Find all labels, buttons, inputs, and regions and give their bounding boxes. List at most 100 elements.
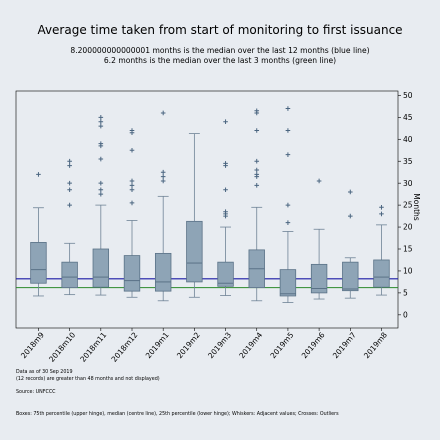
outlier-marker xyxy=(129,187,135,193)
x-tick-label: 2018m10 xyxy=(47,330,77,363)
outlier-marker xyxy=(160,110,166,116)
box-body xyxy=(279,269,297,297)
outlier-marker xyxy=(223,119,228,125)
y-tick-label: 5 xyxy=(403,288,408,297)
box-2019m2 xyxy=(186,133,203,298)
outlier-marker xyxy=(254,183,260,188)
box-body xyxy=(342,261,359,292)
box-body xyxy=(30,242,47,284)
box-body xyxy=(92,248,110,288)
box-body xyxy=(373,259,390,288)
outlier-marker xyxy=(347,213,353,219)
outlier-marker xyxy=(285,128,291,133)
box-body xyxy=(186,220,203,283)
box-body xyxy=(217,261,234,287)
note-data-date: Data as of 30 Sep 2019 xyxy=(16,369,73,375)
x-tick-label: 2019m4 xyxy=(237,330,264,360)
outlier-marker xyxy=(98,123,104,129)
outlier-marker xyxy=(67,163,72,168)
y-axis: 0 5 10 15 20 25 30 35 40 45 50 xyxy=(398,91,413,319)
outlier-marker xyxy=(316,178,322,184)
outlier-marker xyxy=(67,158,72,164)
y-tick-label: 30 xyxy=(403,179,413,188)
y-tick-label: 10 xyxy=(403,267,413,276)
box-series xyxy=(30,106,390,303)
x-tick-label: 2018m11 xyxy=(78,330,108,363)
outlier-marker xyxy=(347,189,353,195)
outlier-marker xyxy=(67,180,72,186)
box-2019m8 xyxy=(373,205,390,296)
outlier-marker xyxy=(379,211,384,217)
y-tick-label: 25 xyxy=(403,201,413,210)
y-tick-label: 35 xyxy=(403,157,413,166)
outlier-marker xyxy=(67,187,72,193)
x-tick-label: 2019m8 xyxy=(362,330,389,360)
box-2018m10 xyxy=(61,158,78,296)
outlier-marker xyxy=(223,187,228,193)
y-tick-label: 15 xyxy=(403,245,413,254)
box-2019m6 xyxy=(310,178,328,300)
x-tick-label: 2018m9 xyxy=(19,330,46,360)
x-tick-label: 2019m2 xyxy=(175,330,202,360)
box-2019m4 xyxy=(248,108,265,302)
x-tick-label: 2019m1 xyxy=(144,330,171,360)
outlier-marker xyxy=(129,183,135,188)
box-body xyxy=(154,252,172,292)
chart-title: Average time taken from start of monitor… xyxy=(37,23,402,37)
outlier-marker xyxy=(129,178,135,184)
outlier-marker xyxy=(98,180,104,186)
outlier-marker xyxy=(98,119,104,125)
outlier-marker xyxy=(254,158,260,164)
reference-lines xyxy=(16,278,398,289)
y-tick-label: 0 xyxy=(403,310,408,319)
note-source: Source: UNFCCC xyxy=(16,389,56,395)
outlier-marker xyxy=(98,187,104,193)
chart-subtitle-line-1: 8.200000000000001 months is the median o… xyxy=(70,46,369,55)
y-tick-label: 50 xyxy=(403,91,413,100)
outlier-marker xyxy=(98,141,104,146)
note-legend-footer: Boxes: 75th percentile (upper hinge), me… xyxy=(16,411,339,417)
box-2018m9 xyxy=(30,172,47,297)
x-axis: 2018m9 2018m10 2018m11 2018m12 2019m1 2019m2 2… xyxy=(19,328,389,364)
outlier-marker xyxy=(254,108,260,114)
y-tick-label: 20 xyxy=(403,223,413,232)
box-body xyxy=(123,255,141,292)
x-tick-label: 2019m3 xyxy=(206,330,233,360)
outlier-marker xyxy=(98,191,104,197)
outlier-marker xyxy=(129,200,135,206)
outlier-marker xyxy=(160,178,166,184)
outlier-marker xyxy=(254,172,260,177)
box-2019m5 xyxy=(279,106,297,303)
outlier-marker xyxy=(160,169,166,175)
box-2019m7 xyxy=(342,189,359,299)
note-excluded-records: (12 records) are greater than 48 months … xyxy=(16,376,160,382)
x-tick-label: 2019m5 xyxy=(269,330,296,360)
outlier-marker xyxy=(98,115,104,120)
outlier-marker xyxy=(254,167,260,173)
y-tick-label: 45 xyxy=(403,113,413,122)
outlier-marker xyxy=(129,128,135,133)
box-2018m12 xyxy=(123,128,141,298)
outlier-marker xyxy=(160,174,166,179)
outlier-marker xyxy=(285,106,291,111)
outlier-marker xyxy=(223,161,228,166)
box-body xyxy=(310,263,328,294)
outlier-marker xyxy=(254,128,260,133)
plot-area xyxy=(15,90,399,329)
outlier-marker xyxy=(36,172,41,177)
outlier-marker xyxy=(285,152,291,157)
x-tick-label: 2019m7 xyxy=(331,330,358,360)
outlier-marker xyxy=(223,209,228,214)
chart-subtitle-line-2: 6.2 months is the median over the last 3… xyxy=(104,56,336,65)
outlier-marker xyxy=(285,220,291,225)
box-2019m3 xyxy=(217,119,234,296)
outlier-marker xyxy=(129,147,135,153)
outlier-marker xyxy=(285,202,291,208)
y-tick-label: 40 xyxy=(403,135,413,144)
x-tick-label: 2019m6 xyxy=(300,330,327,360)
outlier-marker xyxy=(67,202,72,208)
x-tick-label: 2018m12 xyxy=(110,330,140,363)
box-2019m1 xyxy=(154,110,172,302)
outlier-marker xyxy=(379,205,384,210)
